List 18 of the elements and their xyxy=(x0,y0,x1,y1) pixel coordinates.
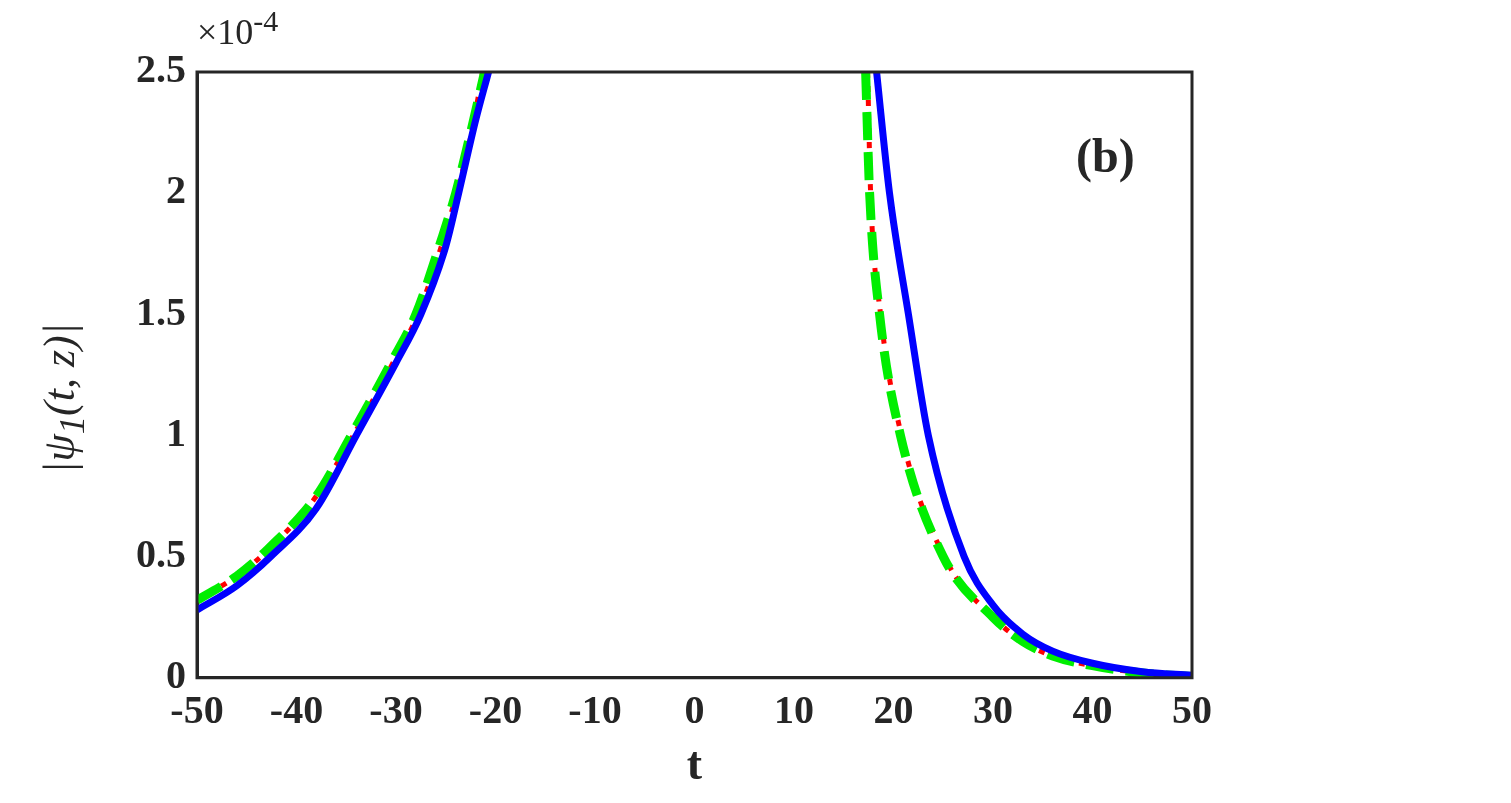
x-tick-label: 20 xyxy=(873,687,914,733)
annotation: (b) xyxy=(1076,128,1135,183)
x-tick-label: 40 xyxy=(1072,687,1113,733)
x-tick-label: -10 xyxy=(568,687,622,733)
y-tick-label: 2 xyxy=(166,167,186,213)
x-axis-title: t xyxy=(686,738,703,790)
x-tick-label: 10 xyxy=(774,687,814,733)
x-tick-label: 0 xyxy=(684,687,705,733)
y-tick-label: 1.5 xyxy=(136,288,186,334)
x-tick-label: -30 xyxy=(369,687,423,733)
y-tick-label: 1 xyxy=(166,409,186,455)
y-tick-label: 0.5 xyxy=(136,530,186,576)
x-tick-label: -20 xyxy=(468,687,523,733)
x-tick-label: -40 xyxy=(269,687,324,733)
x-tick-label: 50 xyxy=(1172,687,1212,733)
x-tick-label: 30 xyxy=(973,687,1013,733)
y-tick-label: 2.5 xyxy=(136,46,186,92)
text: ×10$^{-4}$ xyxy=(197,4,279,53)
